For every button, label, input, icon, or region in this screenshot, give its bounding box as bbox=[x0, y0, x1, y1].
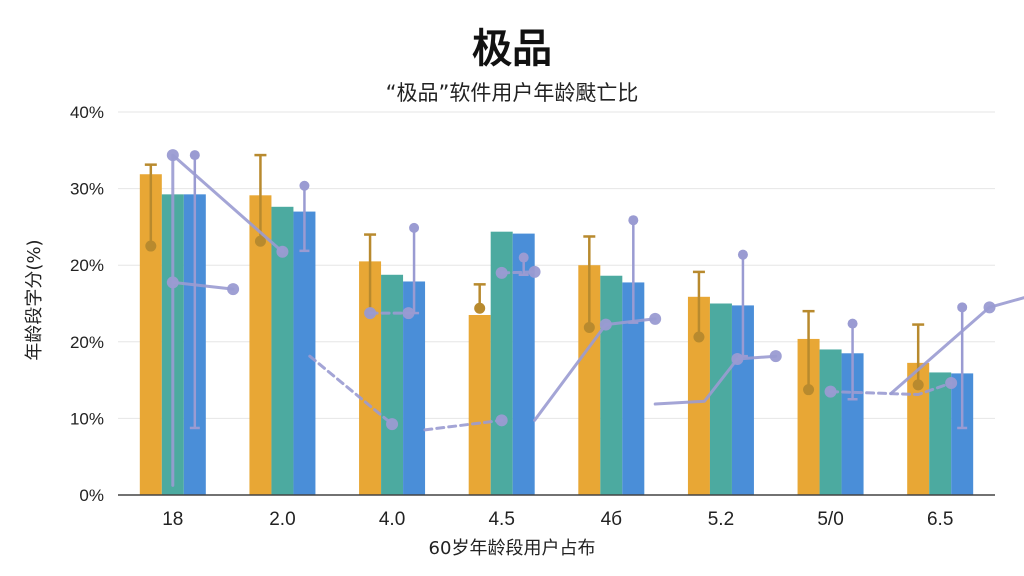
line-marker bbox=[364, 307, 377, 320]
bar bbox=[951, 373, 974, 495]
bar bbox=[381, 274, 404, 495]
y-tick-labels: 0% 10% 20% 20% 30% 40% bbox=[70, 103, 104, 505]
overlay-line bbox=[171, 280, 235, 291]
chart-title: 极品 bbox=[472, 26, 552, 72]
bar bbox=[841, 353, 864, 495]
overlay-line bbox=[423, 418, 504, 432]
x-tick-label: 4.5 bbox=[488, 509, 514, 530]
bar bbox=[797, 338, 820, 495]
bar bbox=[709, 303, 732, 495]
overlay-line bbox=[308, 354, 394, 426]
line-marker bbox=[495, 414, 508, 427]
line-marker bbox=[599, 318, 612, 331]
line-marker bbox=[945, 376, 958, 389]
y-tick-label: 10% bbox=[70, 409, 104, 428]
y-axis-label: 年龄段字分(%) bbox=[24, 239, 45, 360]
y-tick-label: 30% bbox=[70, 180, 104, 199]
line-marker bbox=[731, 353, 744, 366]
x-tick-label: 4.0 bbox=[379, 509, 405, 530]
bar bbox=[622, 282, 645, 495]
x-tick-label: 5.2 bbox=[708, 509, 734, 530]
error-marker bbox=[737, 249, 748, 260]
overlay-line bbox=[653, 354, 778, 406]
bar bbox=[929, 372, 952, 495]
error-marker bbox=[518, 252, 529, 263]
x-tick-label: 5/0 bbox=[817, 509, 843, 530]
error-marker bbox=[583, 321, 595, 333]
line-marker bbox=[769, 350, 782, 363]
line-marker bbox=[276, 245, 289, 258]
line-marker bbox=[227, 283, 240, 296]
x-axis-label: 60岁年龄段用户占布 bbox=[429, 538, 596, 559]
bar bbox=[907, 362, 930, 495]
line-marker bbox=[495, 266, 508, 279]
bar bbox=[819, 349, 842, 495]
bar bbox=[403, 281, 426, 495]
bar bbox=[139, 174, 162, 496]
bars bbox=[139, 174, 974, 496]
bar bbox=[271, 206, 294, 496]
y-tick-label: 20% bbox=[70, 256, 104, 275]
bar bbox=[468, 314, 491, 495]
y-tick-label: 20% bbox=[70, 333, 104, 352]
error-marker bbox=[409, 222, 420, 233]
bar bbox=[512, 233, 535, 496]
bar bbox=[687, 296, 710, 495]
y-tick-label: 0% bbox=[79, 486, 104, 505]
x-tick-label: 2.0 bbox=[269, 509, 295, 530]
overlay-lines bbox=[166, 149, 1024, 487]
error-marker bbox=[299, 180, 310, 191]
error-marker bbox=[628, 215, 639, 226]
error-marker bbox=[189, 150, 200, 161]
line-marker bbox=[649, 312, 662, 325]
bar bbox=[600, 275, 623, 495]
overlay-line bbox=[829, 381, 953, 396]
line-marker bbox=[824, 385, 837, 398]
chart-subtitle: “极品”软件用户年龄颫亡比 bbox=[386, 81, 639, 105]
line-marker bbox=[983, 301, 996, 314]
error-marker bbox=[145, 240, 157, 252]
x-tick-label: 6.5 bbox=[927, 509, 953, 530]
line-marker bbox=[528, 265, 541, 278]
x-tick-labels: 18 2.0 4.0 4.5 4б 5.2 5/0 6.5 bbox=[162, 509, 953, 530]
bar bbox=[293, 211, 316, 495]
bar bbox=[731, 305, 754, 495]
x-tick-label: 4б bbox=[601, 509, 623, 530]
error-marker bbox=[957, 302, 968, 313]
error-marker bbox=[803, 384, 815, 396]
bar bbox=[578, 265, 601, 495]
error-marker bbox=[912, 379, 924, 391]
line-marker bbox=[402, 307, 415, 320]
error-marker bbox=[254, 235, 266, 247]
y-tick-label: 40% bbox=[70, 103, 104, 122]
x-tick-label: 18 bbox=[162, 509, 183, 530]
bar bbox=[490, 231, 513, 495]
line-marker bbox=[386, 418, 399, 431]
line-marker bbox=[166, 149, 179, 162]
error-marker bbox=[474, 302, 486, 314]
bar bbox=[359, 261, 382, 495]
bar bbox=[249, 195, 272, 496]
error-marker bbox=[693, 331, 705, 343]
error-marker bbox=[847, 318, 858, 329]
